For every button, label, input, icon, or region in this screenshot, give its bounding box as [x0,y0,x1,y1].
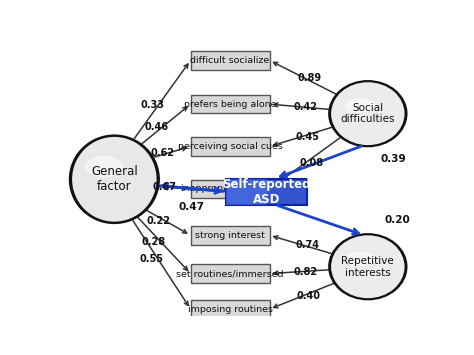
Text: Social
difficulties: Social difficulties [341,103,395,125]
Text: strong interest: strong interest [195,231,265,240]
Text: prefers being alone: prefers being alone [184,100,276,109]
Text: 0.45: 0.45 [295,131,319,142]
FancyBboxPatch shape [191,95,270,113]
Text: inappropriate behav.: inappropriate behav. [181,184,280,193]
Text: 0.28: 0.28 [142,237,166,247]
FancyBboxPatch shape [191,300,270,318]
FancyBboxPatch shape [191,180,270,198]
FancyBboxPatch shape [227,179,267,204]
Text: imposing routines: imposing routines [188,305,273,313]
Ellipse shape [345,252,376,266]
FancyBboxPatch shape [227,179,307,204]
Ellipse shape [69,135,160,224]
Text: set routines/immersed: set routines/immersed [176,269,284,278]
Text: 0.46: 0.46 [144,122,168,132]
FancyBboxPatch shape [191,264,270,283]
Ellipse shape [328,80,408,147]
Ellipse shape [85,156,123,177]
Text: 0.33: 0.33 [140,100,164,110]
Ellipse shape [331,82,405,145]
FancyBboxPatch shape [191,226,270,245]
Ellipse shape [345,99,376,113]
Ellipse shape [328,233,408,300]
Text: difficult socialize: difficult socialize [191,56,270,65]
Text: 0.62: 0.62 [150,148,174,158]
Text: General
factor: General factor [91,165,138,193]
Ellipse shape [72,137,156,222]
Text: 0.74: 0.74 [295,240,319,250]
Text: 0.47: 0.47 [178,202,204,212]
Text: 0.55: 0.55 [139,254,164,264]
FancyBboxPatch shape [191,51,270,70]
Text: perceiving social cues: perceiving social cues [178,142,283,151]
Text: 0.42: 0.42 [294,102,318,112]
Text: Repetitive
interests: Repetitive interests [341,256,394,278]
Text: Self-reported
ASD: Self-reported ASD [223,178,311,206]
Text: 0.89: 0.89 [297,73,321,83]
Ellipse shape [331,235,405,298]
Text: 0.67: 0.67 [153,182,177,192]
Text: 0.20: 0.20 [384,215,410,225]
Text: 0.39: 0.39 [381,154,406,164]
Text: 0.22: 0.22 [146,216,171,226]
Text: 0.40: 0.40 [296,291,320,301]
Text: 0.82: 0.82 [294,267,318,277]
Text: 0.08: 0.08 [300,158,323,168]
FancyBboxPatch shape [191,137,270,156]
